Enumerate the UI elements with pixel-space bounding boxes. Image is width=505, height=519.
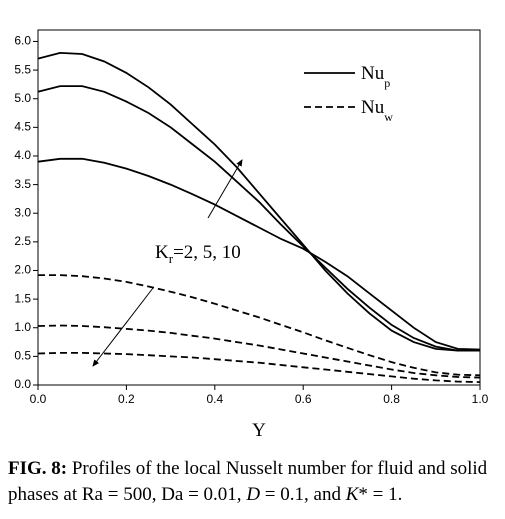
caption-text: Profiles of the local Nusselt number for…: [8, 458, 488, 505]
arrow: [92, 287, 154, 367]
line: [37, 324, 481, 379]
x-tick-label: 0.2: [118, 392, 135, 406]
caption-text: = 0.1, and: [260, 484, 346, 505]
y-tick-label: 4.5: [14, 120, 31, 134]
caption-text: * = 1.: [358, 484, 403, 505]
line: [37, 85, 480, 352]
line: [37, 157, 481, 351]
legend-name: Nu: [361, 63, 385, 84]
y-tick-label: 0.5: [14, 349, 31, 363]
caption-text: D: [246, 484, 261, 505]
y-tick-label: 6.0: [14, 34, 31, 48]
line: [38, 274, 481, 377]
legend-entry: Nup: [361, 63, 390, 90]
arrow: [207, 159, 243, 219]
y-tick-label: 4.0: [14, 148, 31, 162]
y-tick-label: 2.5: [14, 234, 31, 248]
x-tick-label: 0.4: [206, 392, 223, 406]
y-tick-label: 5.0: [14, 91, 31, 105]
legend-entry: Nuw: [361, 97, 393, 124]
y-tick-label: 3.0: [14, 205, 31, 219]
x-tick-label: 0.6: [295, 392, 312, 406]
y-tick-label: 2.0: [14, 263, 31, 277]
annotation: Kr=2, 5, 10: [155, 242, 241, 266]
line: [37, 352, 481, 383]
y-tick-label: 0.0: [14, 377, 31, 391]
legend-subscript: p: [384, 76, 390, 90]
caption-text: K: [345, 484, 359, 505]
legend-subscript: w: [384, 110, 393, 124]
y-tick-label: 1.0: [14, 320, 31, 334]
plot-frame: [37, 29, 481, 386]
x-tick-label: 0.0: [30, 392, 47, 406]
caption: FIG. 8: Profiles of the local Nusselt nu…: [8, 456, 502, 508]
annotation-suffix: =2, 5, 10: [173, 242, 241, 263]
annotation-subscript: r: [169, 251, 174, 266]
x-axis-label: Y: [252, 420, 266, 441]
y-tick-label: 3.5: [14, 177, 31, 191]
annotation-text: K: [155, 242, 169, 263]
x-tick-label: 0.8: [383, 392, 400, 406]
caption-label: FIG. 8:: [8, 458, 68, 479]
chart: Kr=2, 5, 10 Y 0.0 0.5 1.0 1.5 2.0 2.5 3.0 3.5 4.…: [14, 29, 489, 441]
y-tick-label: 5.5: [14, 62, 31, 76]
line: [37, 51, 480, 352]
x-tick-label: 1.0: [472, 392, 489, 406]
y-tick-label: 1.5: [14, 291, 31, 305]
legend-name: Nu: [361, 97, 385, 118]
